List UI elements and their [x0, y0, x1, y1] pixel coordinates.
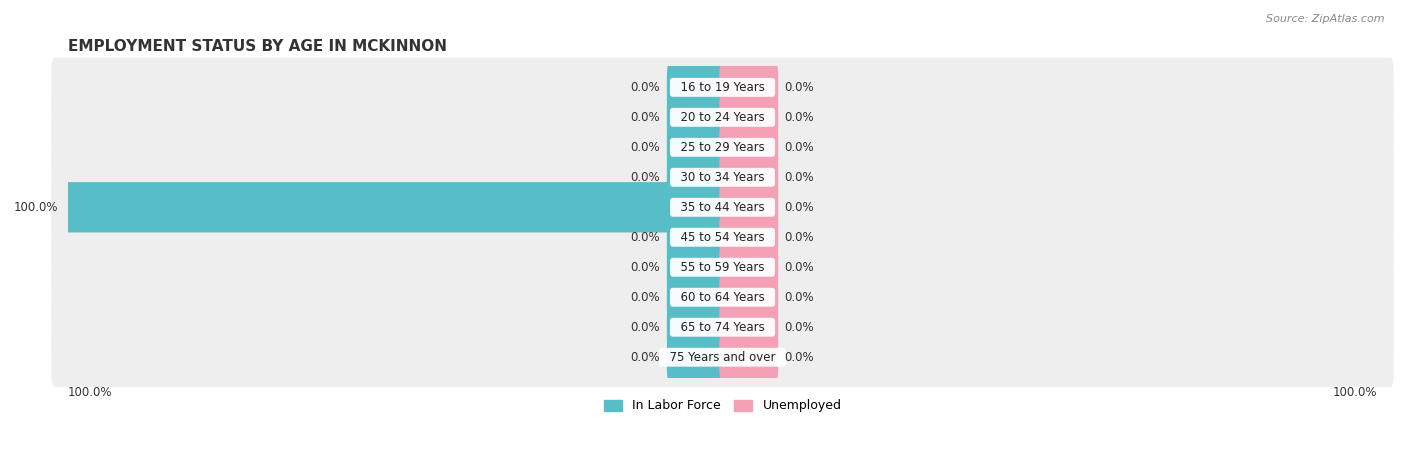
Text: 0.0%: 0.0%	[631, 111, 661, 124]
FancyBboxPatch shape	[666, 212, 725, 262]
FancyBboxPatch shape	[666, 302, 725, 352]
Text: 0.0%: 0.0%	[631, 141, 661, 154]
Text: 0.0%: 0.0%	[785, 351, 814, 364]
FancyBboxPatch shape	[51, 148, 1393, 207]
FancyBboxPatch shape	[720, 332, 778, 382]
FancyBboxPatch shape	[720, 182, 778, 233]
Text: 0.0%: 0.0%	[785, 231, 814, 244]
Text: 0.0%: 0.0%	[785, 201, 814, 214]
Text: 100.0%: 100.0%	[13, 201, 58, 214]
Text: 30 to 34 Years: 30 to 34 Years	[673, 171, 772, 184]
Text: 0.0%: 0.0%	[785, 171, 814, 184]
FancyBboxPatch shape	[720, 92, 778, 143]
FancyBboxPatch shape	[51, 268, 1393, 327]
Text: 0.0%: 0.0%	[785, 111, 814, 124]
FancyBboxPatch shape	[666, 152, 725, 202]
Text: 0.0%: 0.0%	[631, 351, 661, 364]
FancyBboxPatch shape	[51, 88, 1393, 147]
FancyBboxPatch shape	[720, 272, 778, 323]
FancyBboxPatch shape	[51, 328, 1393, 387]
FancyBboxPatch shape	[666, 92, 725, 143]
Text: Source: ZipAtlas.com: Source: ZipAtlas.com	[1267, 14, 1385, 23]
FancyBboxPatch shape	[51, 178, 1393, 237]
FancyBboxPatch shape	[51, 117, 1393, 177]
FancyBboxPatch shape	[51, 207, 1393, 267]
FancyBboxPatch shape	[720, 152, 778, 202]
Text: 0.0%: 0.0%	[785, 141, 814, 154]
Text: 20 to 24 Years: 20 to 24 Years	[673, 111, 772, 124]
Text: 100.0%: 100.0%	[67, 386, 112, 399]
Text: 16 to 19 Years: 16 to 19 Years	[673, 81, 772, 94]
FancyBboxPatch shape	[720, 122, 778, 172]
FancyBboxPatch shape	[51, 238, 1393, 297]
FancyBboxPatch shape	[666, 62, 725, 112]
Text: 0.0%: 0.0%	[631, 171, 661, 184]
FancyBboxPatch shape	[666, 122, 725, 172]
Text: 25 to 29 Years: 25 to 29 Years	[673, 141, 772, 154]
Text: 0.0%: 0.0%	[785, 291, 814, 304]
FancyBboxPatch shape	[720, 62, 778, 112]
FancyBboxPatch shape	[666, 242, 725, 292]
Legend: In Labor Force, Unemployed: In Labor Force, Unemployed	[603, 400, 841, 413]
Text: 75 Years and over: 75 Years and over	[662, 351, 783, 364]
Text: 60 to 64 Years: 60 to 64 Years	[673, 291, 772, 304]
FancyBboxPatch shape	[720, 212, 778, 262]
Text: 45 to 54 Years: 45 to 54 Years	[673, 231, 772, 244]
Text: 0.0%: 0.0%	[785, 321, 814, 334]
Text: 0.0%: 0.0%	[631, 231, 661, 244]
Text: 0.0%: 0.0%	[631, 321, 661, 334]
Text: EMPLOYMENT STATUS BY AGE IN MCKINNON: EMPLOYMENT STATUS BY AGE IN MCKINNON	[67, 39, 447, 54]
Text: 0.0%: 0.0%	[631, 291, 661, 304]
Text: 0.0%: 0.0%	[785, 81, 814, 94]
FancyBboxPatch shape	[720, 302, 778, 352]
Text: 0.0%: 0.0%	[631, 261, 661, 274]
Text: 0.0%: 0.0%	[785, 261, 814, 274]
FancyBboxPatch shape	[666, 272, 725, 323]
FancyBboxPatch shape	[65, 182, 725, 233]
Text: 35 to 44 Years: 35 to 44 Years	[673, 201, 772, 214]
Text: 100.0%: 100.0%	[1333, 386, 1378, 399]
FancyBboxPatch shape	[720, 242, 778, 292]
Text: 55 to 59 Years: 55 to 59 Years	[673, 261, 772, 274]
Text: 65 to 74 Years: 65 to 74 Years	[673, 321, 772, 334]
FancyBboxPatch shape	[666, 332, 725, 382]
Text: 0.0%: 0.0%	[631, 81, 661, 94]
FancyBboxPatch shape	[51, 58, 1393, 117]
FancyBboxPatch shape	[51, 297, 1393, 357]
